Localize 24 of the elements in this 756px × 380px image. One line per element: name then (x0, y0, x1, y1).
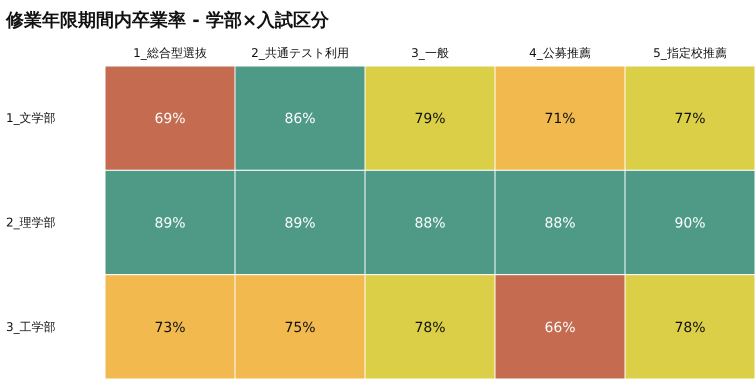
chart-title: 修業年限期間内卒業率 - 学部×入試区分 (5, 10, 330, 31)
data-label: 75% (284, 320, 316, 336)
data-label: 69% (154, 111, 186, 128)
data-label: 89% (154, 216, 186, 232)
x-tick-label: 4_公募推薦 (529, 46, 591, 60)
y-tick-label: 3_工学部 (6, 320, 56, 334)
data-label: 88% (544, 216, 576, 232)
x-tick-label: 2_共通テスト利用 (251, 46, 349, 60)
data-label: 79% (414, 111, 446, 128)
x-tick-label: 1_総合型選抜 (133, 46, 207, 60)
data-label: 66% (544, 320, 576, 336)
data-label: 78% (674, 320, 706, 336)
x-tick-label: 5_指定校推薦 (653, 46, 727, 60)
data-label: 73% (154, 320, 186, 336)
data-label: 90% (674, 216, 706, 232)
data-label: 78% (414, 320, 446, 336)
data-label: 88% (414, 216, 446, 232)
y-tick-label: 2_理学部 (6, 216, 56, 230)
data-label: 89% (284, 216, 316, 232)
x-tick-label: 3_一般 (411, 46, 449, 60)
data-label: 86% (284, 111, 316, 128)
data-label: 71% (544, 111, 576, 128)
y-tick-label: 1_文学部 (6, 111, 56, 126)
data-label: 77% (674, 111, 706, 128)
